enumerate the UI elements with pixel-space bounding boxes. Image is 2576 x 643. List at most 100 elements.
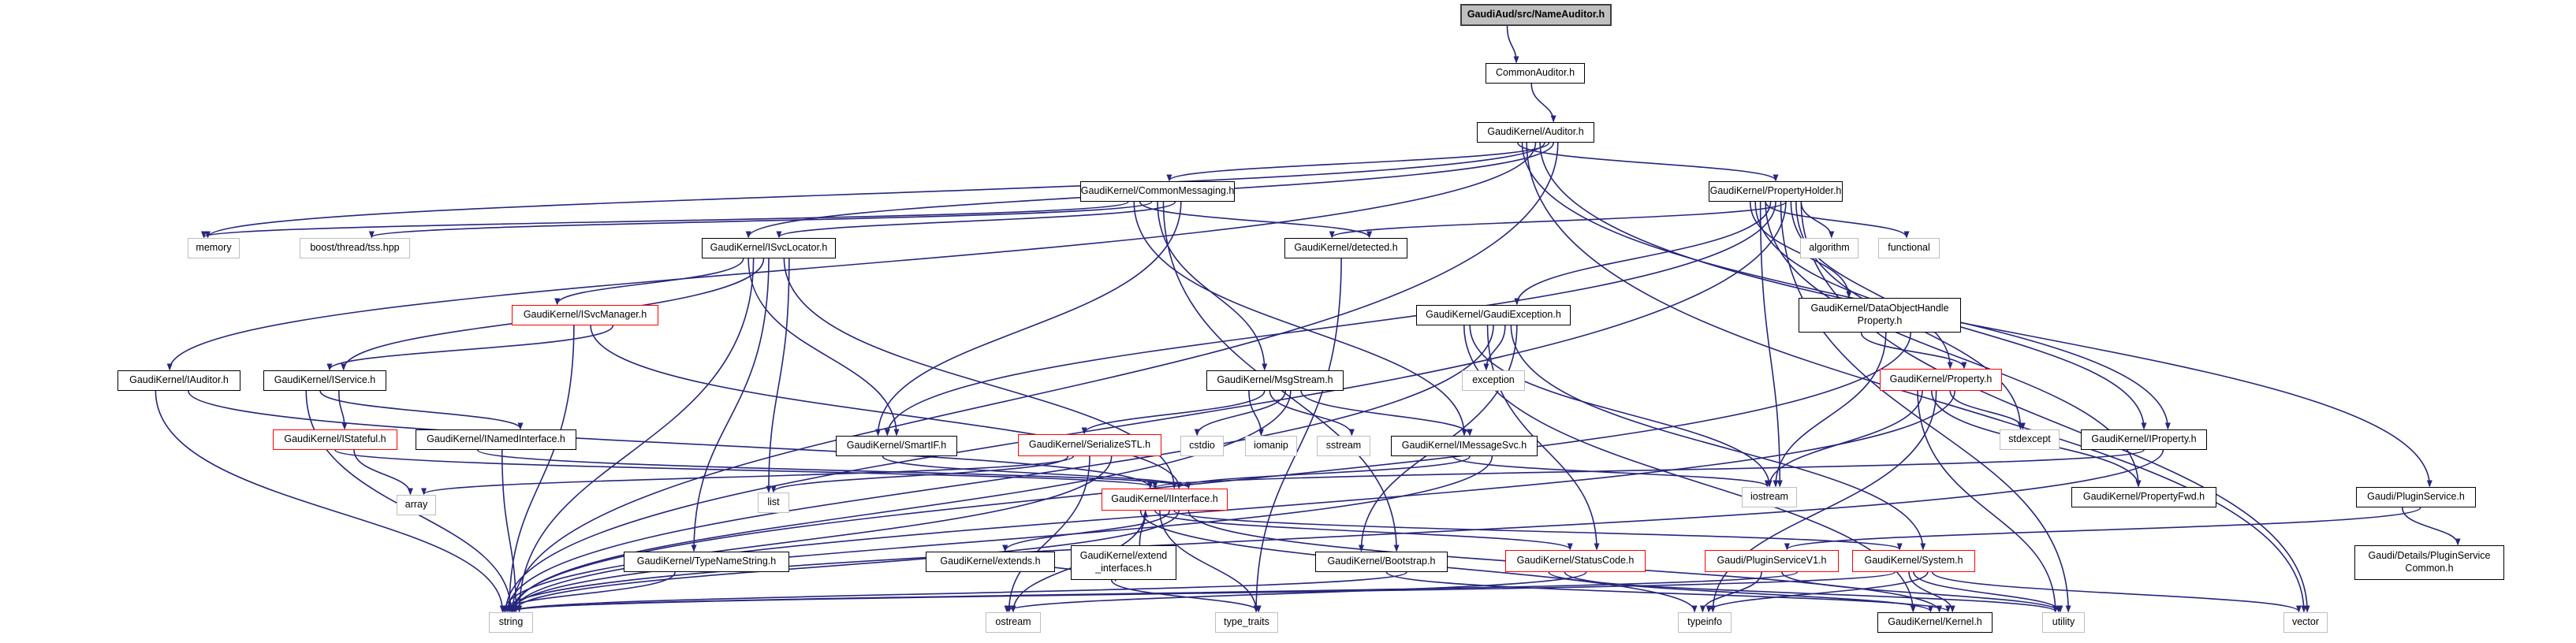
include-edge-iinterface-to-system <box>1173 510 1903 551</box>
include-edge-serializestl-to-string <box>501 455 1113 613</box>
graph-node-iostream[interactable]: iostream <box>1742 487 1797 507</box>
graph-node-pluginservicecommon[interactable]: Gaudi/Details/PluginService Common.h <box>2354 545 2504 580</box>
graph-node-propertyfwd[interactable]: GaudiKernel/PropertyFwd.h <box>2071 487 2216 507</box>
graph-node-label: GaudiKernel/ISvcLocator.h <box>710 242 828 254</box>
graph-node-msgstream[interactable]: GaudiKernel/MsgStream.h <box>1206 370 1344 391</box>
graph-node-auditor[interactable]: GaudiKernel/Auditor.h <box>1477 122 1594 143</box>
graph-node-label: memory <box>196 242 232 254</box>
graph-node-typenamestring[interactable]: GaudiKernel/TypeNameString.h <box>624 552 789 572</box>
graph-node-pluginservicev1[interactable]: Gaudi/PluginServiceV1.h <box>1705 550 1839 572</box>
include-edge-statuscode-to-kernel <box>1564 571 1933 613</box>
graph-node-detected[interactable]: GaudiKernel/detected.h <box>1284 238 1407 258</box>
include-edge-iproperty-to-iinterface <box>1152 449 2145 489</box>
include-edge-nameauditor-to-commonauditor <box>1506 25 1519 64</box>
graph-node-cstdio[interactable]: cstdio <box>1180 436 1224 456</box>
graph-node-label: GaudiKernel/Bootstrap.h <box>1327 556 1436 567</box>
include-edge-isvclocator-to-string <box>516 258 755 613</box>
include-edge-isvclocator-to-typenamestring <box>691 258 770 552</box>
graph-node-extend_interfaces[interactable]: GaudiKernel/extend _interfaces.h <box>1071 545 1176 580</box>
graph-node-iinterface[interactable]: GaudiKernel/IInterface.h <box>1102 489 1228 511</box>
include-edge-iproperty-to-string <box>501 449 2164 613</box>
graph-node-isvcmanager[interactable]: GaudiKernel/ISvcManager.h <box>512 305 658 325</box>
graph-node-propertyholder[interactable]: GaudiKernel/PropertyHolder.h <box>1709 181 1843 202</box>
graph-node-label: GaudiKernel/PropertyFwd.h <box>2082 491 2205 503</box>
graph-node-gaudiexception[interactable]: GaudiKernel/GaudiException.h <box>1416 305 1571 325</box>
include-edge-msgstream-to-imessagesvc <box>1300 390 1473 437</box>
include-edge-iinterface-to-statuscode <box>1154 510 1573 551</box>
include-edge-propertyholder-to-gaudiexception <box>1514 201 1772 306</box>
graph-node-label: GaudiAud/src/NameAuditor.h <box>1467 9 1605 20</box>
graph-node-extends[interactable]: GaudiKernel/extends.h <box>926 552 1055 572</box>
graph-node-iomanip[interactable]: iomanip <box>1245 436 1297 456</box>
include-edge-property-to-string <box>511 390 1955 613</box>
include-edge-propertyholder-to-vector <box>1800 201 2310 613</box>
graph-node-label: GaudiKernel/SerializeSTL.h <box>1028 439 1151 451</box>
graph-node-kernel[interactable]: GaudiKernel/Kernel.h <box>1877 612 1993 633</box>
graph-node-boost_tss[interactable]: boost/thread/tss.hpp <box>300 238 410 258</box>
graph-node-bootstrap[interactable]: GaudiKernel/Bootstrap.h <box>1315 552 1448 572</box>
graph-node-iservice[interactable]: GaudiKernel/IService.h <box>263 370 386 391</box>
graph-node-vector[interactable]: vector <box>2283 612 2328 633</box>
graph-node-stdexcept[interactable]: stdexcept <box>2000 429 2060 450</box>
graph-node-dataobjecthandleproperty[interactable]: GaudiKernel/DataObjectHandle Property.h <box>1799 298 1961 333</box>
graph-node-label: boost/thread/tss.hpp <box>310 242 400 254</box>
include-edge-auditor-to-propertyholder <box>1517 142 1779 182</box>
include-edge-dataobjecthandleproperty-to-string <box>509 332 1911 613</box>
graph-node-ostream[interactable]: ostream <box>986 612 1041 633</box>
graph-node-typeinfo[interactable]: typeinfo <box>1678 612 1732 633</box>
include-edge-detected-to-type_traits <box>1253 258 1342 613</box>
include-edge-isvcmanager-to-string <box>506 325 575 613</box>
graph-node-label: iostream <box>1750 491 1788 503</box>
graph-node-smartif[interactable]: GaudiKernel/SmartIF.h <box>836 436 957 456</box>
include-edge-system-to-string <box>509 571 1896 613</box>
graph-node-label: GaudiKernel/ISvcManager.h <box>523 309 647 321</box>
graph-node-property[interactable]: GaudiKernel/Property.h <box>1880 369 2002 391</box>
include-edge-isvclocator-to-smartif <box>747 258 900 437</box>
graph-node-inamedinterface[interactable]: GaudiKernel/INamedInterface.h <box>416 429 576 450</box>
include-edge-extend_interfaces-to-iinterface <box>1139 510 1149 546</box>
graph-node-commonauditor[interactable]: CommonAuditor.h <box>1486 63 1585 84</box>
graph-node-label: GaudiKernel/IStateful.h <box>284 433 386 445</box>
graph-node-imessagesvc[interactable]: GaudiKernel/IMessageSvc.h <box>1391 436 1538 456</box>
include-edge-propertyholder-to-smartif <box>884 201 1776 437</box>
graph-node-memory[interactable]: memory <box>188 238 240 258</box>
graph-node-label: GaudiKernel/IService.h <box>274 374 376 386</box>
graph-node-statuscode[interactable]: GaudiKernel/StatusCode.h <box>1505 550 1646 572</box>
include-edge-propertyholder-to-functional <box>1765 201 1910 239</box>
graph-node-label: array <box>404 499 428 511</box>
graph-node-utility[interactable]: utility <box>2042 612 2085 633</box>
graph-node-system[interactable]: GaudiKernel/System.h <box>1852 550 1975 572</box>
graph-node-commonmessaging[interactable]: GaudiKernel/CommonMessaging.h <box>1080 181 1235 202</box>
graph-node-array[interactable]: array <box>397 495 436 515</box>
graph-node-label: GaudiKernel/extends.h <box>940 556 1041 567</box>
graph-node-iauditor[interactable]: GaudiKernel/IAuditor.h <box>117 370 240 391</box>
graph-node-algorithm[interactable]: algorithm <box>1800 238 1858 258</box>
graph-node-label: cstdio <box>1189 440 1215 452</box>
graph-node-functional[interactable]: functional <box>1878 238 1940 258</box>
graph-node-label: GaudiKernel/DataObjectHandle <box>1810 303 1949 314</box>
graph-node-label: GaudiKernel/GaudiException.h <box>1426 309 1561 321</box>
graph-node-isvclocator[interactable]: GaudiKernel/ISvcLocator.h <box>702 238 836 258</box>
graph-node-iproperty[interactable]: GaudiKernel/IProperty.h <box>2081 429 2207 450</box>
graph-node-pluginservice[interactable]: Gaudi/PluginService.h <box>2356 487 2476 507</box>
graph-node-istateful[interactable]: GaudiKernel/IStateful.h <box>273 429 397 450</box>
include-edge-property-to-utility <box>1917 390 2059 613</box>
graph-node-label: iomanip <box>1254 440 1288 452</box>
graph-node-string[interactable]: string <box>489 612 533 633</box>
include-edge-propertyholder-to-string <box>503 201 1787 613</box>
include-edge-dataobjecthandleproperty-to-iostream <box>1773 332 1887 488</box>
include-edge-pluginservice-to-pluginservicev1 <box>1784 507 2421 551</box>
graph-node-label: algorithm <box>1809 242 1850 254</box>
graph-node-label: Gaudi/PluginService.h <box>2367 491 2465 503</box>
graph-node-sstream[interactable]: sstream <box>1317 436 1370 456</box>
include-edge-propertyholder-to-detected <box>1329 201 1787 239</box>
graph-node-serializestl[interactable]: GaudiKernel/SerializeSTL.h <box>1018 434 1161 456</box>
graph-node-nameauditor[interactable]: GaudiAud/src/NameAuditor.h <box>1460 4 1612 26</box>
graph-node-label: utility <box>2052 616 2075 628</box>
graph-node-exception[interactable]: exception <box>1462 370 1525 391</box>
include-edge-commonmessaging-to-smartif <box>875 201 1182 437</box>
graph-node-type_traits[interactable]: type_traits <box>1215 612 1278 633</box>
graph-node-list[interactable]: list <box>758 492 789 513</box>
include-edge-dataobjecthandleproperty-to-property <box>1860 332 1967 370</box>
include-edge-iservice-to-inamedinterface <box>319 390 524 430</box>
